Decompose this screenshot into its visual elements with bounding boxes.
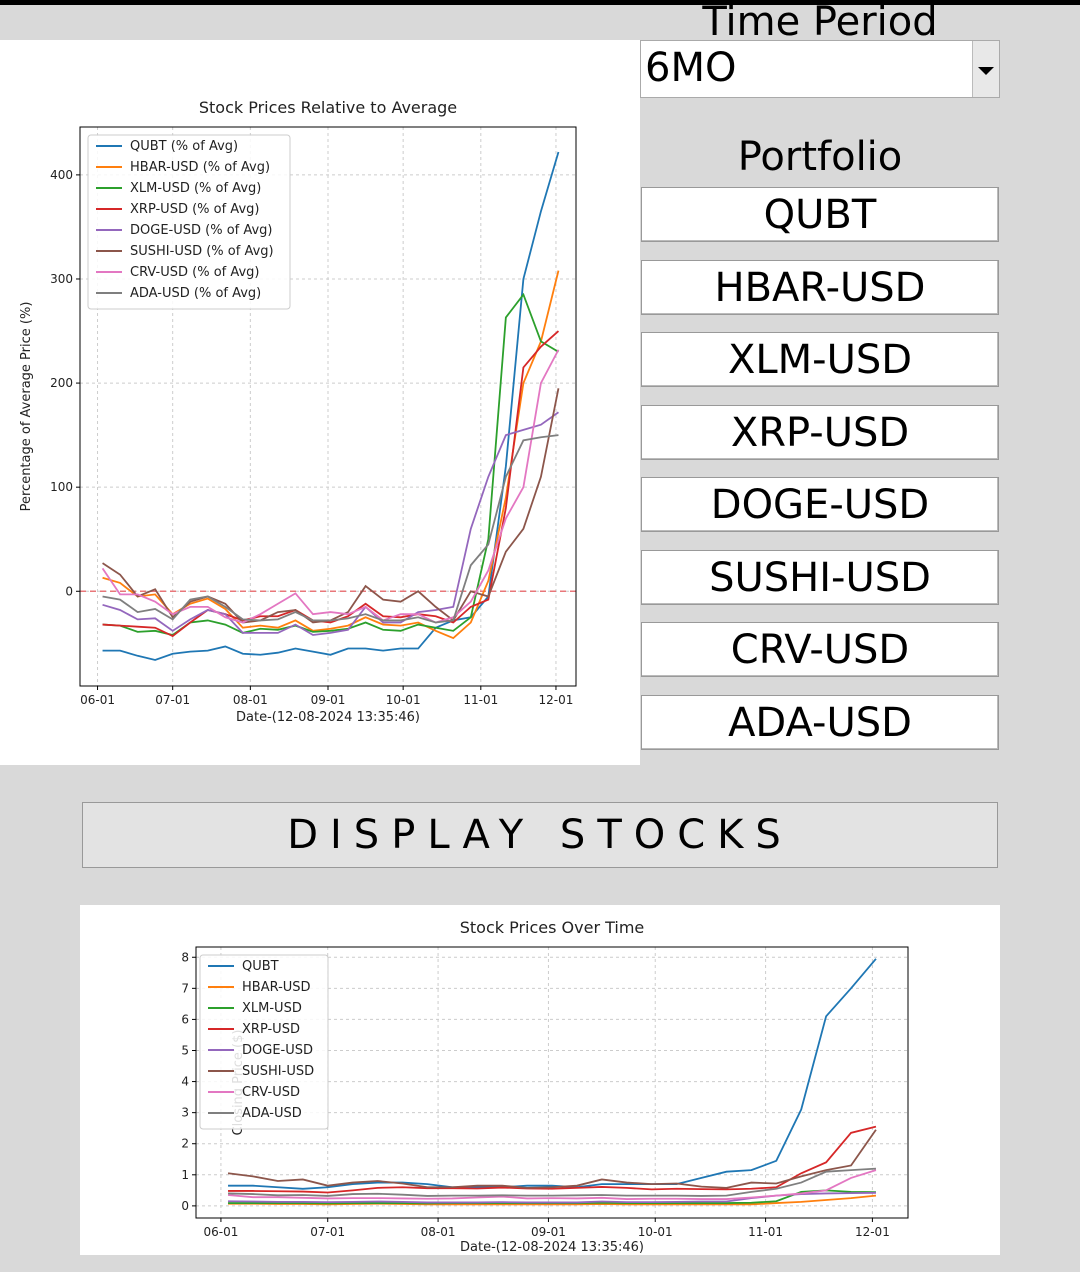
portfolio-button[interactable]: CRV-USD	[641, 622, 999, 677]
legend-label: DOGE-USD (% of Avg)	[130, 223, 273, 238]
x-tick-label: 08-01	[421, 1225, 456, 1239]
x-tick-label: 10-01	[386, 693, 421, 707]
legend-label: ADA-USD (% of Avg)	[130, 286, 261, 301]
y-tick-label: 1	[181, 1168, 189, 1182]
x-axis-label: Date-(12-08-2024 13:35:46)	[460, 1240, 644, 1255]
portfolio-button[interactable]: HBAR-USD	[641, 260, 999, 315]
y-tick-label: 8	[181, 950, 189, 964]
y-tick-label: 0	[181, 1199, 189, 1213]
portfolio-button[interactable]: XRP-USD	[641, 405, 999, 460]
legend-label: SUSHI-USD	[242, 1064, 314, 1079]
dropdown-value: 6MO	[645, 45, 737, 91]
series-line	[228, 958, 877, 1190]
x-tick-label: 12-01	[539, 693, 574, 707]
y-tick-label: 3	[181, 1106, 189, 1120]
y-tick-label: 200	[50, 376, 73, 390]
y-tick-label: 400	[50, 168, 73, 182]
legend-box	[199, 954, 329, 1130]
legend-label: XRP-USD	[242, 1022, 300, 1037]
series-line	[227, 1129, 877, 1189]
chart-title: Stock Prices Relative to Average	[199, 98, 457, 117]
x-tick-label: 08-01	[233, 693, 268, 707]
x-tick-label: 06-01	[80, 693, 115, 707]
x-tick-label: 12-01	[855, 1225, 890, 1239]
chart: Stock Prices Relative to Average 0 100 200 3…	[19, 98, 577, 725]
legend-label: HBAR-USD	[242, 980, 311, 995]
series-line	[102, 330, 560, 638]
series-line	[227, 1169, 877, 1200]
y-tick-label: 7	[181, 981, 189, 995]
plot-frame	[79, 126, 577, 687]
series-line	[102, 411, 559, 636]
series-line	[228, 1125, 877, 1194]
y-tick-label: 6	[181, 1012, 189, 1026]
legend-label: XRP-USD (% of Avg)	[130, 202, 259, 217]
x-tick-label: 07-01	[310, 1225, 345, 1239]
portfolio-title: Portfolio	[737, 134, 903, 180]
x-tick-label: 11-01	[463, 693, 498, 707]
series-line	[102, 151, 560, 661]
chart-panel: Stock Prices Over Time 0 1 2 3 4 5 6 7 8 06-01 07-0…	[80, 905, 1000, 1255]
legend-label: ADA-USD	[242, 1106, 302, 1121]
legend-label: XLM-USD	[242, 1001, 302, 1016]
display-stocks-button[interactable]: DISPLAY STOCKS	[82, 802, 998, 868]
y-axis-label: Percentage of Average Price (%)	[19, 302, 34, 512]
y-tick-label: 100	[50, 480, 73, 494]
x-tick-label: 09-01	[531, 1225, 566, 1239]
legend-label: QUBT	[242, 959, 279, 974]
legend-label: XLM-USD (% of Avg)	[130, 181, 261, 196]
plot-frame	[195, 946, 909, 1219]
x-tick-label: 07-01	[155, 693, 190, 707]
series-line	[102, 434, 559, 624]
time-period-dropdown[interactable]: 6MO	[640, 40, 1000, 98]
legend-label: HBAR-USD (% of Avg)	[130, 160, 270, 175]
legend-label: CRV-USD	[242, 1085, 300, 1100]
top-bar	[0, 0, 1080, 5]
legend-box	[87, 134, 291, 310]
y-tick-label: 0	[65, 584, 73, 598]
y-tick-label: 5	[181, 1043, 189, 1057]
portfolio-button[interactable]: SUSHI-USD	[641, 550, 999, 605]
legend-label: QUBT (% of Avg)	[130, 139, 238, 154]
portfolio-button[interactable]: QUBT	[641, 187, 999, 242]
portfolio-button[interactable]: XLM-USD	[641, 332, 999, 387]
portfolio-button[interactable]: ADA-USD	[641, 695, 999, 750]
x-tick-label: 11-01	[748, 1225, 783, 1239]
y-tick-label: 4	[181, 1075, 189, 1089]
chart: Stock Prices Over Time 0 1 2 3 4 5 6 7 8 06-01 07-0…	[181, 918, 909, 1255]
x-tick-label: 06-01	[203, 1225, 238, 1239]
series-line	[228, 1194, 877, 1206]
x-tick-label: 09-01	[311, 693, 346, 707]
portfolio-button[interactable]: DOGE-USD	[641, 477, 999, 532]
legend-label: DOGE-USD	[242, 1043, 313, 1058]
arrow-icon	[978, 67, 994, 75]
y-tick-label: 2	[181, 1137, 189, 1151]
chart-title: Stock Prices Over Time	[460, 918, 645, 937]
chart-panel: Stock Prices Relative to Average 0 100 200 3…	[0, 40, 640, 765]
legend-label: SUSHI-USD (% of Avg)	[130, 244, 274, 259]
time-period-label: Time Period	[702, 0, 938, 45]
x-tick-label: 10-01	[638, 1225, 673, 1239]
y-tick-label: 300	[50, 272, 73, 286]
legend-label: CRV-USD (% of Avg)	[130, 265, 260, 280]
x-axis-label: Date-(12-08-2024 13:35:46)	[236, 710, 420, 725]
dropdown-arrow[interactable]	[972, 41, 999, 97]
series-line	[228, 1167, 877, 1197]
